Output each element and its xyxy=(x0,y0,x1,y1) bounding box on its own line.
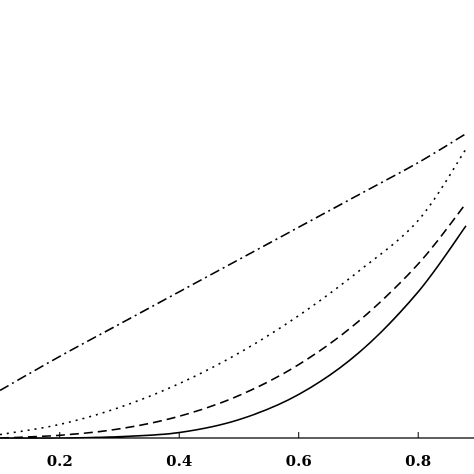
series-line-solid xyxy=(0,225,467,439)
series-line-dashdot xyxy=(0,133,467,392)
x-tick-label: 0.2 xyxy=(47,452,73,470)
x-ticks: 0.2 0.4 0.6 0.8 xyxy=(47,432,431,470)
series-line-dashed xyxy=(0,202,467,439)
x-tick-label: 0.4 xyxy=(166,452,192,470)
x-tick-label: 0.8 xyxy=(405,452,431,470)
series-lines xyxy=(0,133,467,439)
series-line-dotted xyxy=(0,148,467,436)
x-tick-label: 0.6 xyxy=(286,452,312,470)
